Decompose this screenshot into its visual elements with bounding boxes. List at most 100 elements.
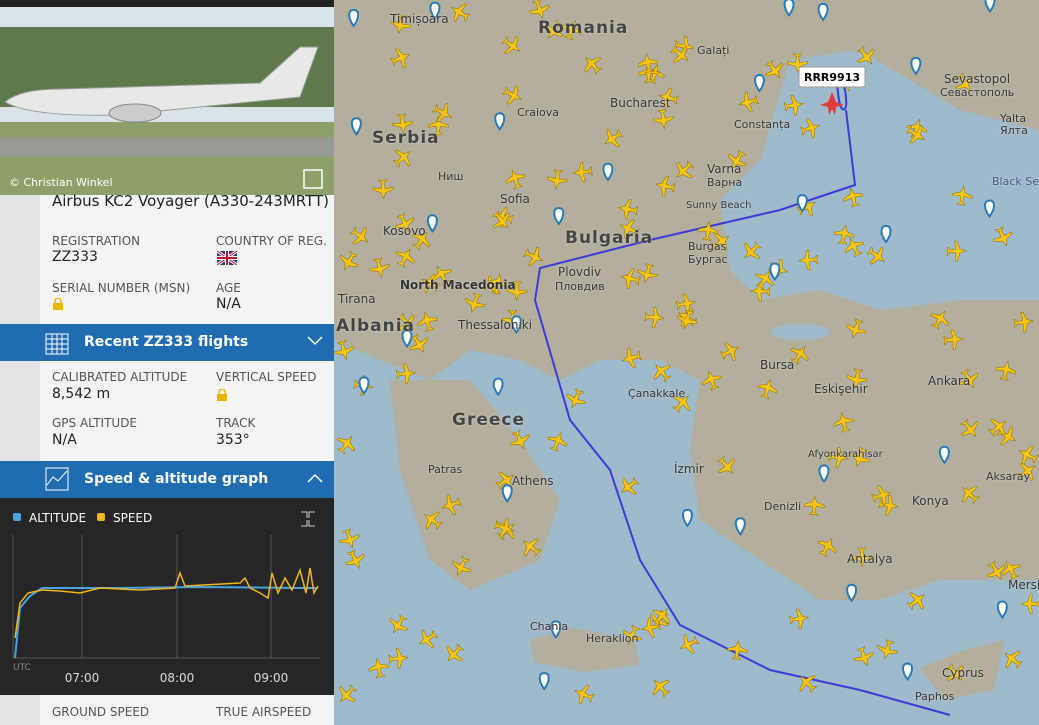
aircraft-icon[interactable] bbox=[336, 248, 363, 274]
aircraft-icon[interactable] bbox=[998, 557, 1024, 583]
aircraft-icon[interactable] bbox=[619, 267, 642, 291]
aircraft-icon[interactable] bbox=[793, 669, 821, 697]
aircraft-icon[interactable] bbox=[521, 244, 547, 270]
aircraft-icon[interactable] bbox=[388, 648, 409, 670]
aircraft-icon[interactable] bbox=[726, 639, 748, 661]
aircraft-icon[interactable] bbox=[946, 240, 967, 262]
airport-pin[interactable] bbox=[348, 8, 360, 28]
aircraft-icon[interactable] bbox=[439, 492, 463, 517]
aircraft-icon[interactable] bbox=[334, 431, 360, 458]
aircraft-icon[interactable] bbox=[389, 144, 417, 172]
aircraft-icon[interactable] bbox=[875, 638, 899, 662]
aircraft-icon[interactable] bbox=[337, 527, 362, 551]
aircraft-icon[interactable] bbox=[500, 82, 526, 108]
aircraft-icon[interactable] bbox=[926, 306, 953, 333]
airport-pin[interactable] bbox=[817, 2, 829, 22]
aircraft-icon[interactable] bbox=[389, 13, 413, 36]
aircraft-icon[interactable] bbox=[878, 494, 900, 517]
aircraft-icon[interactable] bbox=[676, 631, 702, 657]
aircraft-icon[interactable] bbox=[652, 108, 674, 130]
aircraft-icon[interactable] bbox=[619, 623, 645, 648]
aircraft-icon[interactable] bbox=[638, 62, 659, 84]
aircraft-icon[interactable] bbox=[545, 429, 571, 454]
aircraft-icon[interactable] bbox=[841, 185, 865, 209]
aircraft-icon[interactable] bbox=[393, 309, 421, 337]
aircraft-icon[interactable] bbox=[559, 17, 584, 42]
aircraft-icon[interactable] bbox=[827, 446, 849, 468]
aircraft-icon[interactable] bbox=[507, 427, 533, 453]
aircraft-icon[interactable] bbox=[571, 681, 596, 707]
airport-pin[interactable] bbox=[880, 224, 892, 244]
aircraft-icon[interactable] bbox=[527, 0, 552, 22]
aircraft-icon[interactable] bbox=[737, 90, 761, 114]
aircraft-icon[interactable] bbox=[498, 32, 525, 59]
aircraft-icon[interactable] bbox=[717, 338, 743, 364]
airport-pin[interactable] bbox=[984, 199, 995, 219]
aircraft-icon[interactable] bbox=[851, 644, 876, 668]
aircraft-icon[interactable] bbox=[540, 17, 567, 44]
aircraft-icon[interactable] bbox=[668, 389, 696, 416]
aircraft-icon[interactable] bbox=[572, 161, 593, 183]
aircraft-icon[interactable] bbox=[517, 533, 544, 561]
aircraft-icon[interactable] bbox=[635, 262, 659, 285]
aircraft-icon[interactable] bbox=[675, 292, 697, 315]
aircraft-icon[interactable] bbox=[724, 147, 751, 174]
aircraft-icon[interactable] bbox=[367, 657, 390, 679]
aircraft-icon[interactable] bbox=[1020, 593, 1039, 615]
aircraft-icon[interactable] bbox=[803, 495, 825, 516]
aircraft-icon[interactable] bbox=[667, 41, 694, 68]
aircraft-icon[interactable] bbox=[648, 358, 676, 385]
aircraft-icon[interactable] bbox=[787, 53, 808, 74]
aircraft-icon[interactable] bbox=[415, 310, 439, 334]
airport-pin[interactable] bbox=[783, 0, 795, 17]
airport-pin[interactable] bbox=[553, 206, 565, 226]
aircraft-icon[interactable] bbox=[956, 415, 983, 442]
airport-pin[interactable] bbox=[769, 262, 781, 282]
recent-flights-bar[interactable]: Recent ZZ333 flights bbox=[0, 324, 334, 361]
aircraft-icon[interactable] bbox=[755, 377, 780, 401]
aircraft-icon[interactable] bbox=[870, 483, 894, 508]
aircraft-icon[interactable] bbox=[903, 587, 930, 614]
aircraft-icon[interactable] bbox=[797, 249, 819, 271]
airport-pin[interactable] bbox=[358, 376, 370, 396]
aircraft-icon[interactable] bbox=[994, 359, 1018, 382]
aircraft-icon[interactable] bbox=[833, 223, 856, 245]
airport-pin[interactable] bbox=[996, 600, 1008, 620]
aircraft-icon[interactable] bbox=[419, 507, 446, 534]
aircraft-icon[interactable] bbox=[983, 558, 1010, 585]
aircraft-icon[interactable] bbox=[388, 45, 413, 71]
map[interactable]: RRR9913 bbox=[334, 0, 1039, 725]
airport-pin[interactable] bbox=[681, 508, 693, 528]
aircraft-icon[interactable] bbox=[636, 52, 659, 74]
airport-pin[interactable] bbox=[350, 117, 362, 136]
airport-pin[interactable] bbox=[401, 329, 413, 349]
aircraft-icon[interactable] bbox=[903, 121, 930, 148]
aircraft-icon[interactable] bbox=[446, 0, 473, 26]
airport-pin[interactable] bbox=[910, 56, 922, 76]
aircraft-icon[interactable] bbox=[334, 681, 361, 709]
aircraft-icon[interactable] bbox=[429, 262, 456, 288]
aircraft-icon[interactable] bbox=[619, 346, 643, 371]
aircraft-icon[interactable] bbox=[430, 99, 456, 126]
airport-pin[interactable] bbox=[494, 112, 506, 131]
aircraft-icon[interactable] bbox=[1013, 311, 1034, 333]
aircraft-icon[interactable] bbox=[417, 270, 443, 296]
aircraft-icon[interactable] bbox=[847, 445, 872, 469]
aircraft-icon[interactable] bbox=[699, 368, 724, 393]
aircraft-icon[interactable] bbox=[786, 341, 813, 368]
aircraft-icon[interactable] bbox=[647, 674, 675, 702]
aircraft-icon[interactable] bbox=[392, 210, 418, 236]
aircraft-icon[interactable] bbox=[670, 157, 698, 185]
airport-pin[interactable] bbox=[984, 0, 996, 13]
aircraft-icon[interactable] bbox=[798, 116, 822, 141]
aircraft-icon[interactable] bbox=[615, 473, 642, 500]
aircraft-icon[interactable] bbox=[843, 317, 868, 341]
aircraft-icon[interactable] bbox=[841, 234, 867, 260]
airport-pin[interactable] bbox=[734, 517, 746, 536]
airport-pin[interactable] bbox=[818, 464, 830, 484]
aircraft-icon[interactable] bbox=[656, 86, 680, 110]
airport-pin[interactable] bbox=[429, 1, 441, 21]
aircraft-icon[interactable] bbox=[546, 169, 568, 190]
aircraft-icon[interactable] bbox=[814, 533, 841, 559]
aircraft-icon[interactable] bbox=[385, 611, 412, 638]
